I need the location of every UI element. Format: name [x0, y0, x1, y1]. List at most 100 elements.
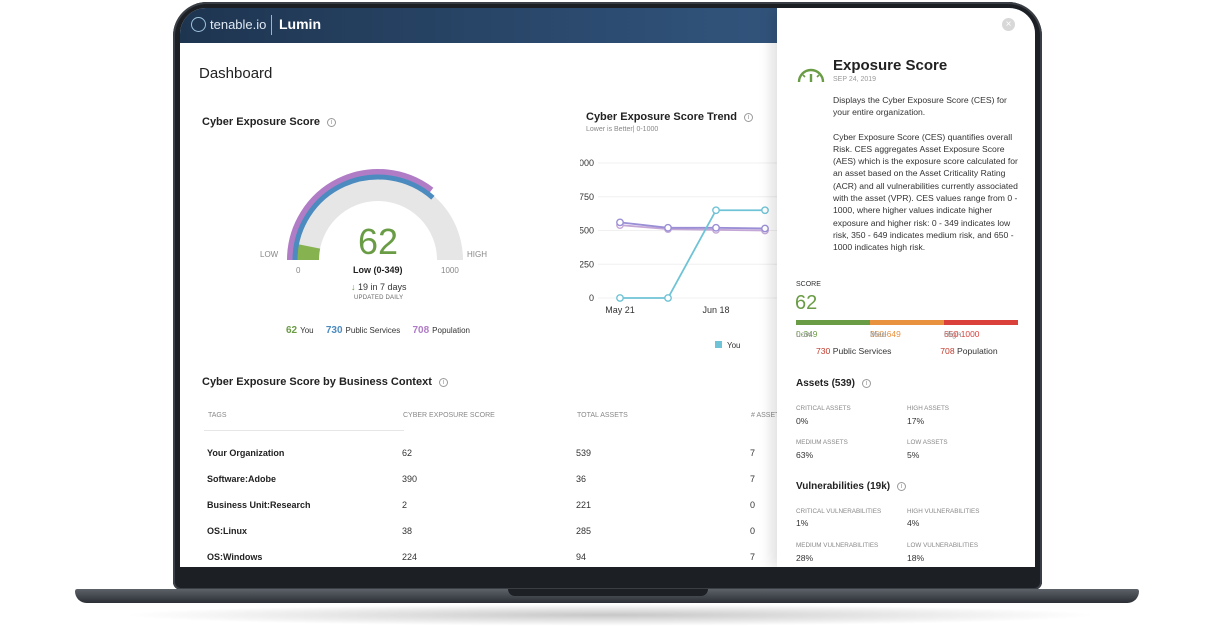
- total-assets-cell: 94: [576, 552, 587, 562]
- column-header-tags[interactable]: TAGS: [208, 412, 227, 419]
- data-point[interactable]: [664, 223, 672, 232]
- table-row[interactable]: OS:Windows 224 94 7: [204, 552, 804, 567]
- gauge-arc-population: [287, 169, 434, 261]
- ces-delta-text: 19 in 7 days: [358, 282, 407, 292]
- assets-cell: 0: [750, 500, 756, 510]
- low-vulns-value: 18%: [907, 553, 925, 563]
- panel-score-value: 62: [795, 292, 818, 314]
- gauge-low-label: LOW: [260, 250, 279, 259]
- ces-score-value: 62: [358, 221, 399, 262]
- high-vulns-label: HIGH VULNERABILITIES: [907, 508, 980, 515]
- table-row[interactable]: Business Unit:Research 2 221 0: [204, 500, 804, 526]
- panel-score-label: SCORE: [796, 281, 821, 288]
- range-med-label: Med: [870, 329, 887, 339]
- critical-vulns-value: 1%: [796, 518, 809, 528]
- data-point[interactable]: [664, 294, 672, 302]
- y-tick-label: 1000: [580, 158, 594, 168]
- ces-cell: 224: [402, 552, 418, 562]
- x-tick-label: May 21: [605, 305, 635, 315]
- assets-section-title: Assets (539) i: [796, 378, 871, 389]
- panel-comparison: 730 Public Services 708 Population: [816, 346, 998, 356]
- public-services-value: 730: [816, 346, 831, 356]
- gauge-arc-public-services: [292, 174, 435, 261]
- legend-population-value: 708: [412, 325, 430, 336]
- population-value: 708: [940, 346, 955, 356]
- ces-delta: ↓ 19 in 7 days: [351, 282, 407, 292]
- info-icon[interactable]: i: [897, 482, 907, 491]
- ces-card-title-text: Cyber Exposure Score: [202, 116, 320, 128]
- laptop-base: [75, 589, 1139, 603]
- info-icon[interactable]: i: [744, 113, 753, 122]
- public-services-label: Public Services: [832, 346, 892, 356]
- low-assets-label: LOW ASSETS: [907, 439, 948, 446]
- data-point[interactable]: [616, 218, 624, 227]
- column-header-assets[interactable]: # ASSETS: [751, 412, 785, 419]
- high-vulns-value: 4%: [907, 518, 920, 528]
- score-range-bar: [796, 320, 1018, 325]
- data-point[interactable]: [761, 224, 769, 233]
- high-assets-label: HIGH ASSETS: [907, 405, 949, 412]
- y-tick-label: 250: [580, 259, 594, 269]
- arrow-down-icon: ↓: [351, 282, 356, 292]
- table-row[interactable]: Your Organization 62 539 7: [204, 448, 804, 474]
- ces-cell: 390: [402, 474, 418, 484]
- tag-cell: OS:Windows: [207, 552, 263, 562]
- brand-name[interactable]: tenable.io: [210, 17, 267, 32]
- y-tick-label: 750: [580, 192, 594, 202]
- panel-description-details: Cyber Exposure Score (CES) quantifies ov…: [833, 131, 1018, 253]
- context-card-title-text: Cyber Exposure Score by Business Context: [202, 376, 432, 388]
- range-bar-med: [870, 320, 944, 325]
- total-assets-cell: 36: [576, 474, 587, 484]
- range-high-label: High: [944, 329, 962, 339]
- laptop-notch: [508, 589, 708, 596]
- range-bar-low: [796, 320, 870, 325]
- trend-chart: 1000 750 500 250 0 May 21 Jun 18 You: [580, 158, 780, 350]
- close-panel-button[interactable]: ×: [1002, 18, 1015, 31]
- context-card-title: Cyber Exposure Score by Business Context…: [202, 376, 448, 388]
- info-icon[interactable]: i: [327, 118, 336, 127]
- data-point[interactable]: [712, 223, 720, 232]
- data-point[interactable]: [616, 294, 624, 302]
- column-header-ces[interactable]: CYBER EXPOSURE SCORE: [403, 412, 495, 419]
- series-line: [619, 224, 766, 232]
- panel-description-intro: Displays the Cyber Exposure Score (CES) …: [833, 95, 1007, 118]
- table-row[interactable]: Software:Adobe 390 36 7: [204, 474, 804, 500]
- gauge-fill-you: [293, 243, 321, 261]
- top-bar: tenable.io Lumin: [180, 8, 1035, 43]
- legend-item-population: 708 Population: [412, 325, 470, 336]
- product-name[interactable]: Lumin: [279, 16, 321, 32]
- info-icon[interactable]: i: [861, 379, 871, 388]
- data-point[interactable]: [712, 206, 720, 215]
- ces-cell: 2: [402, 500, 408, 510]
- range-bar-high: [944, 320, 1018, 325]
- exposure-score-panel: × Exposure Score SEP 24, 2019 Displays t…: [777, 8, 1035, 567]
- low-vulns-label: LOW VULNERABILITIES: [907, 542, 979, 549]
- range-high-value: 650-1000: [944, 329, 980, 339]
- legend-you-label: You: [300, 326, 314, 335]
- critical-assets-label: CRITICAL ASSETS: [796, 405, 851, 412]
- tag-cell: Business Unit:Research: [207, 500, 311, 510]
- gauge-track: [293, 175, 463, 261]
- table-row[interactable]: OS:Linux 38 285 0: [204, 526, 804, 552]
- info-icon[interactable]: i: [438, 378, 448, 387]
- app-screen: tenable.io Lumin Dashboard Cyber Exposur…: [180, 8, 1035, 567]
- y-tick-label: 500: [580, 226, 594, 236]
- ces-rating: Low (0-349): [353, 265, 403, 275]
- data-point[interactable]: [761, 206, 769, 215]
- series-line: [619, 221, 766, 230]
- column-header-total-assets[interactable]: TOTAL ASSETS: [577, 412, 628, 419]
- ces-cell: 38: [402, 526, 413, 536]
- tenable-logo-icon[interactable]: [191, 17, 206, 32]
- assets-title-text: Assets (539): [796, 378, 855, 389]
- legend-swatch-you: [715, 341, 722, 348]
- medium-vulns-label: MEDIUM VULNERABILITIES: [796, 542, 879, 549]
- y-tick-label: 0: [589, 293, 594, 303]
- gauge-max-label: 1000: [441, 266, 459, 275]
- legend-item-you: 62 You: [286, 325, 314, 336]
- high-assets-value: 17%: [907, 416, 925, 426]
- ces-card-title: Cyber Exposure Score i: [202, 116, 336, 128]
- tag-cell: Software:Adobe: [207, 474, 277, 484]
- panel-description: Displays the Cyber Exposure Score (CES) …: [833, 94, 1019, 266]
- legend-you-value: 62: [286, 325, 298, 336]
